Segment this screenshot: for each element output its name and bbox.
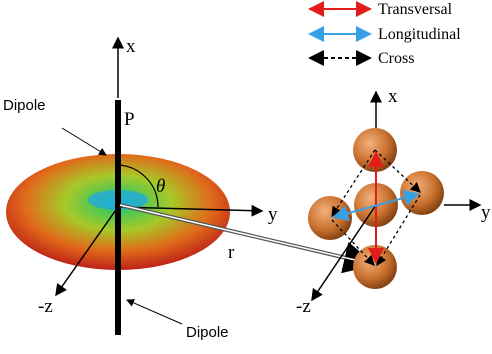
- sphere: [308, 196, 352, 240]
- distance-label: r: [228, 242, 235, 263]
- callout-arrow: [127, 300, 182, 324]
- dipole-label: Dipole: [3, 97, 46, 114]
- particle-figure: x y -z: [296, 86, 491, 317]
- legend-label: Longitudinal: [378, 26, 461, 43]
- legend-label: Transversal: [378, 1, 453, 18]
- axis-label: -z: [296, 296, 311, 317]
- sphere: [400, 171, 444, 215]
- axis-label: x: [388, 86, 398, 107]
- axis-label: x: [126, 36, 136, 57]
- dipole-moment-label: P: [124, 109, 135, 130]
- dipole-label: Dipole: [186, 324, 229, 341]
- axis-label: y: [481, 202, 491, 223]
- axis-label: -z: [38, 296, 53, 317]
- axis-label: y: [268, 204, 278, 225]
- diagram: Transversal Longitudinal Cross x y -z P …: [0, 0, 492, 354]
- angle-label: θ: [156, 176, 165, 197]
- callout-arrow: [62, 128, 106, 155]
- legend: Transversal Longitudinal Cross: [310, 1, 461, 67]
- dipole-figure: x y -z P θ r Dipole Dipole: [3, 36, 372, 341]
- legend-label: Cross: [378, 50, 414, 67]
